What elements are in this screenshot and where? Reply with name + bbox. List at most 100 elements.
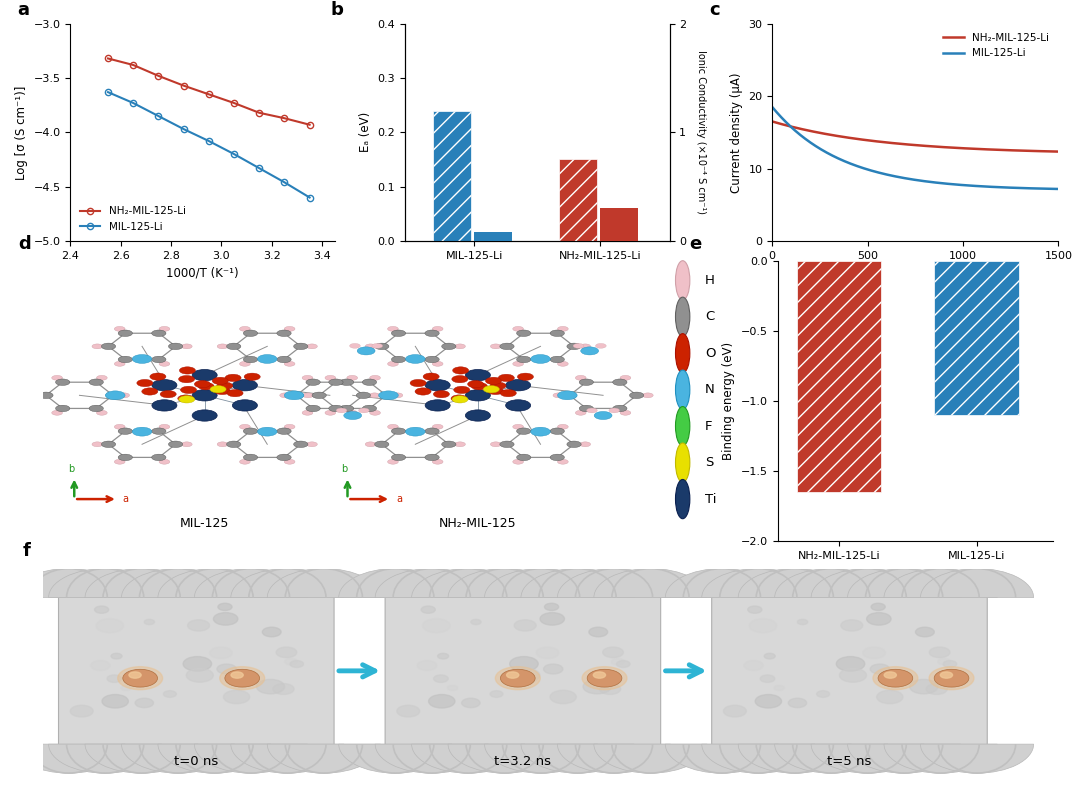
MIL-125-Li [766,102,779,111]
Wedge shape [267,744,380,773]
Circle shape [755,694,782,708]
Circle shape [388,361,399,367]
Circle shape [675,443,690,482]
Circle shape [429,694,455,708]
Circle shape [210,386,226,393]
Text: a: a [17,1,29,19]
NH₂-MIL-125-Li [278,114,291,123]
Circle shape [256,679,285,694]
Circle shape [159,424,170,429]
Text: N: N [705,383,715,397]
Circle shape [424,454,440,461]
Circle shape [284,361,295,367]
Circle shape [643,393,653,397]
Circle shape [92,344,103,348]
Circle shape [934,669,969,687]
Circle shape [675,407,690,446]
Circle shape [365,442,376,446]
Circle shape [312,392,326,398]
Wedge shape [739,569,851,597]
Circle shape [426,400,450,411]
Circle shape [388,424,399,429]
Circle shape [198,382,214,390]
MIL-125-Li [177,124,190,134]
Circle shape [579,379,594,386]
Circle shape [302,393,313,397]
MIL-125-Li [1052,184,1065,194]
Circle shape [540,612,565,625]
Circle shape [210,647,232,659]
Wedge shape [339,744,451,773]
NH₂-MIL-125-Li [228,98,241,107]
Circle shape [487,387,503,394]
Circle shape [357,347,375,355]
Circle shape [137,379,153,386]
Circle shape [118,356,133,363]
Circle shape [603,647,623,657]
MIL-125-Li [278,178,291,187]
NH₂-MIL-125-Li [934,142,947,152]
Wedge shape [557,569,671,597]
Circle shape [453,367,469,374]
Circle shape [225,374,241,382]
Circle shape [516,330,531,337]
Circle shape [516,454,531,461]
X-axis label: 1000/T (K⁻¹): 1000/T (K⁻¹) [166,266,239,279]
Circle shape [55,405,70,412]
Circle shape [388,459,399,465]
Text: H: H [705,274,715,287]
Circle shape [929,647,950,657]
Circle shape [240,361,251,367]
Circle shape [455,442,465,446]
Circle shape [232,400,257,411]
MIL-125-Li [253,164,266,173]
Circle shape [302,375,313,380]
Circle shape [159,361,170,367]
Circle shape [391,330,406,337]
Circle shape [451,375,468,383]
Circle shape [276,428,292,434]
Circle shape [92,442,103,446]
Circle shape [675,261,690,300]
NH₂-MIL-125-Li [102,54,114,63]
Circle shape [118,428,133,434]
NH₂-MIL-125-Li [202,89,215,99]
Circle shape [543,664,563,674]
Y-axis label: Binding energy (eV): Binding energy (eV) [723,342,735,460]
Circle shape [273,683,294,694]
Wedge shape [557,744,671,773]
Circle shape [744,660,764,671]
Text: d: d [18,235,31,254]
Circle shape [391,428,406,434]
Circle shape [471,382,487,390]
Circle shape [350,344,361,348]
Circle shape [192,370,217,381]
MIL-125-Li [816,145,829,155]
Circle shape [451,396,468,403]
Circle shape [747,606,761,613]
Bar [934,261,1018,415]
NH₂-MIL-125-Li [982,145,995,154]
Circle shape [557,361,568,367]
Circle shape [760,675,774,683]
Wedge shape [739,744,851,773]
Circle shape [151,330,166,337]
Circle shape [513,326,524,331]
Circle shape [280,393,291,397]
Circle shape [276,647,297,657]
Circle shape [916,627,934,637]
Circle shape [129,672,141,678]
Circle shape [369,410,380,416]
Circle shape [465,410,490,421]
Circle shape [240,326,251,331]
Circle shape [302,410,313,416]
Circle shape [595,344,606,348]
Circle shape [294,441,308,447]
Circle shape [52,410,63,416]
Wedge shape [521,744,634,773]
Circle shape [589,627,608,637]
Wedge shape [920,569,1034,597]
NH₂-MIL-125-Li [253,108,266,118]
Circle shape [181,442,192,446]
Circle shape [617,660,630,668]
